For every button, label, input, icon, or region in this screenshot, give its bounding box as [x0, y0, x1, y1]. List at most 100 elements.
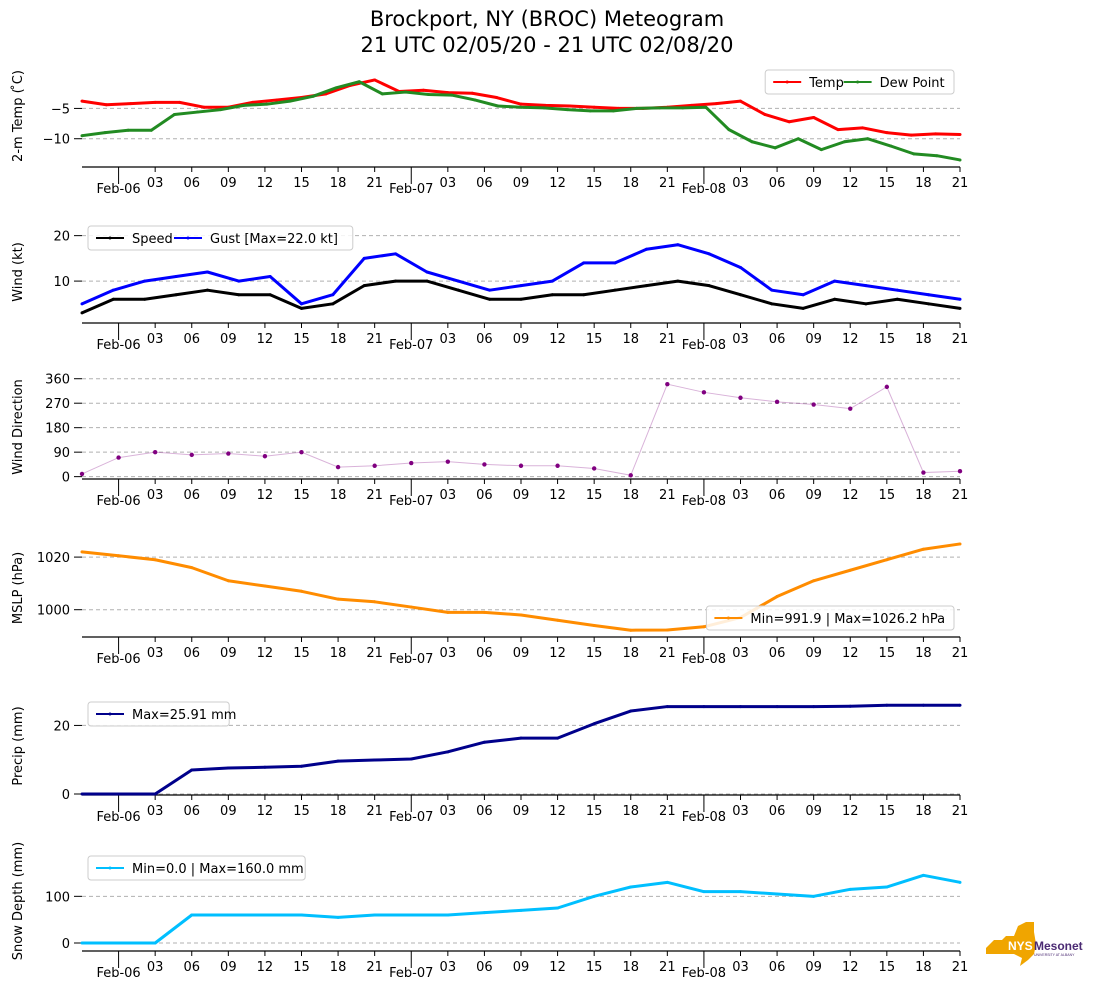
x-hour-label: 03	[147, 176, 164, 191]
x-hour-label: 18	[330, 176, 347, 191]
data-point	[80, 941, 84, 945]
data-point	[958, 703, 962, 707]
y-tick-label: 180	[45, 422, 70, 437]
x-date-label: Feb-06	[96, 966, 140, 981]
x-hour-label: 15	[879, 646, 896, 661]
x-hour-label: 06	[769, 646, 786, 661]
data-point	[927, 293, 931, 297]
data-point	[427, 92, 431, 96]
data-point	[196, 110, 200, 114]
data-point	[629, 709, 633, 713]
x-date-label: Feb-07	[389, 652, 433, 667]
data-point	[488, 288, 492, 292]
data-point	[80, 99, 84, 103]
legend-box	[87, 225, 354, 251]
data-point	[921, 470, 926, 475]
x-hour-label: 06	[183, 646, 200, 661]
x-hour-label: 03	[732, 332, 749, 347]
data-point	[676, 279, 680, 283]
x-hour-label: 03	[440, 176, 457, 191]
x-hour-label: 06	[183, 804, 200, 819]
data-point	[775, 705, 779, 709]
x-hour-label: 03	[147, 960, 164, 975]
data-point	[801, 293, 805, 297]
logo-nys-text: NYS	[1008, 939, 1033, 953]
data-point	[958, 542, 962, 546]
data-point	[251, 100, 255, 104]
legend: Max=25.91 mm	[87, 701, 236, 727]
x-hour-label: 03	[732, 646, 749, 661]
data-point	[488, 297, 492, 301]
data-point	[335, 464, 341, 470]
x-date-label: Feb-08	[682, 494, 726, 509]
data-point	[644, 284, 648, 288]
x-hour-label: 18	[622, 332, 639, 347]
data-point	[143, 279, 147, 283]
legend-label: Gust [Max=22.0 kt]	[210, 232, 338, 247]
legend-marker	[186, 236, 190, 240]
x-hour-label: 09	[220, 332, 237, 347]
x-hour-label: 15	[293, 646, 310, 661]
data-point	[568, 104, 572, 108]
data-point	[80, 792, 84, 796]
x-hour-label: 12	[257, 960, 274, 975]
data-point	[555, 463, 560, 468]
data-point	[836, 128, 840, 132]
data-point	[79, 471, 85, 477]
data-point	[864, 284, 868, 288]
data-point	[237, 279, 241, 283]
data-point	[300, 589, 303, 593]
data-point	[116, 455, 121, 460]
data-point	[957, 469, 963, 474]
data-point	[409, 605, 413, 609]
x-hour-label: 09	[805, 804, 822, 819]
y-tick-label: −10	[43, 133, 70, 148]
x-hour-label: 03	[147, 646, 164, 661]
data-point	[543, 103, 547, 107]
x-hour-label: 15	[586, 804, 603, 819]
x-hour-label: 12	[549, 960, 566, 975]
data-point	[921, 547, 925, 551]
y-tick-label: 0	[62, 471, 70, 486]
data-point	[895, 288, 899, 292]
x-hour-label: 06	[183, 488, 200, 503]
x-hour-label: 21	[952, 960, 969, 975]
x-date-label: Feb-07	[389, 494, 433, 509]
data-point	[288, 99, 292, 103]
data-point	[812, 579, 816, 583]
data-point	[704, 105, 708, 109]
data-point	[190, 913, 194, 917]
x-hour-label: 21	[366, 646, 383, 661]
data-point	[582, 293, 586, 297]
panel-mslp: 1000 1020 MSLP (hPa) Feb-06 03 06 09 12 15 18 21 Fe…	[11, 542, 968, 667]
data-point	[190, 566, 194, 570]
data-point	[143, 297, 147, 301]
x-date-label: Feb-06	[96, 182, 140, 197]
x-hour-label: 03	[732, 960, 749, 975]
data-point	[592, 894, 596, 898]
x-hour-label: 09	[805, 646, 822, 661]
data-point	[226, 766, 230, 770]
x-hour-label: 12	[549, 646, 566, 661]
data-point	[153, 558, 157, 562]
panel-precip: 0 20 Precip (mm) Feb-06 03 06 09 12 15 18 21 Feb-07…	[11, 701, 968, 825]
data-point	[362, 256, 366, 260]
data-point	[409, 913, 413, 917]
y-tick-label: −5	[51, 102, 70, 117]
x-hour-label: 09	[805, 488, 822, 503]
data-point	[482, 911, 486, 915]
x-hour-label: 09	[220, 960, 237, 975]
x-hour-label: 03	[732, 176, 749, 191]
data-point	[812, 894, 816, 898]
data-point	[701, 390, 707, 395]
data-point	[300, 913, 303, 917]
x-date-label: Feb-08	[682, 338, 726, 353]
data-point	[111, 288, 115, 292]
x-hour-label: 03	[147, 488, 164, 503]
y-tick-label: 360	[45, 373, 70, 388]
panel-snow: 0 100 Snow Depth (mm) Feb-06 03 06 09 12 15 18 21 F…	[11, 842, 968, 981]
legend-marker	[785, 80, 789, 84]
data-point	[556, 906, 560, 910]
data-point	[775, 595, 779, 599]
data-point	[848, 568, 852, 572]
